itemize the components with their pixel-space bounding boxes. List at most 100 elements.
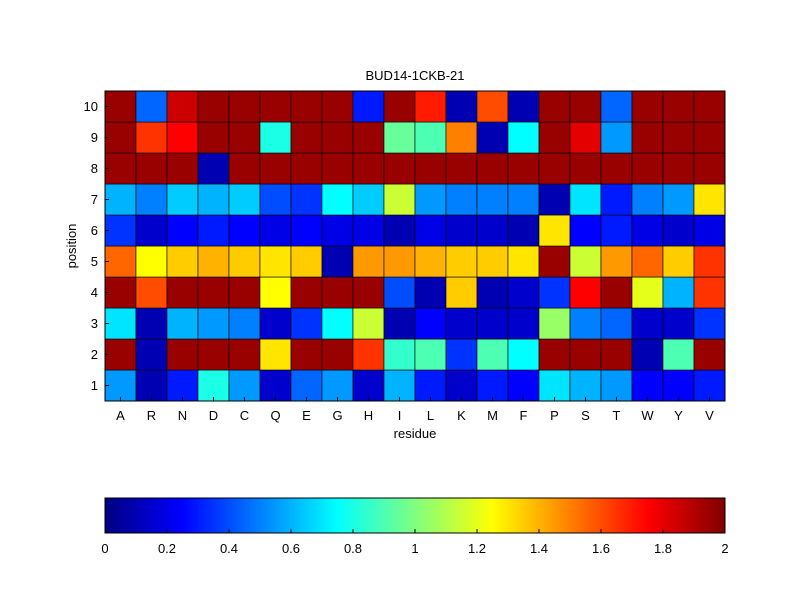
- heatmap-cell: [693, 121, 726, 154]
- heatmap-cell: [538, 90, 571, 123]
- heatmap-cell: [352, 214, 385, 247]
- heatmap-cell: [600, 307, 633, 340]
- heatmap-cell: [383, 152, 416, 185]
- heatmap-cell: [197, 152, 230, 185]
- heatmap-cell: [166, 245, 199, 278]
- heatmap-cell: [321, 183, 354, 216]
- heatmap-cell: [507, 369, 540, 402]
- heatmap-cell: [228, 369, 261, 402]
- heatmap-cell: [538, 307, 571, 340]
- heatmap-cell: [662, 121, 695, 154]
- heatmap-cell: [662, 307, 695, 340]
- y-tick-label: 1: [91, 378, 98, 393]
- heatmap-cell: [104, 369, 137, 402]
- heatmap-cell: [352, 338, 385, 371]
- heatmap-cell: [414, 214, 447, 247]
- x-tick-label: G: [332, 408, 342, 423]
- heatmap-cell: [693, 245, 726, 278]
- heatmap-cell: [383, 121, 416, 154]
- heatmap-cell: [600, 183, 633, 216]
- heatmap-cell: [352, 276, 385, 309]
- plot-frame: [104, 90, 726, 402]
- heatmap-cell: [197, 369, 230, 402]
- heatmap-cell: [445, 369, 478, 402]
- heatmap-cell: [569, 152, 602, 185]
- heatmap-cell: [631, 338, 664, 371]
- heatmap-cell: [445, 214, 478, 247]
- heatmap-cell: [383, 338, 416, 371]
- x-tick-label: R: [147, 408, 156, 423]
- y-tick-label: 2: [91, 347, 98, 362]
- heatmap-cell: [693, 338, 726, 371]
- heatmap-cell: [507, 90, 540, 123]
- heatmap-cell: [507, 276, 540, 309]
- heatmap-cell: [445, 245, 478, 278]
- heatmap-cell: [290, 183, 323, 216]
- heatmap-cell: [166, 121, 199, 154]
- heatmap-cell: [569, 121, 602, 154]
- heatmap-cell: [600, 214, 633, 247]
- heatmap-cell: [600, 90, 633, 123]
- heatmap-cell: [383, 276, 416, 309]
- heatmap-cell: [631, 245, 664, 278]
- heatmap-cell: [507, 183, 540, 216]
- heatmap-cell: [693, 276, 726, 309]
- y-tick-label: 4: [91, 285, 98, 300]
- x-tick-label: W: [641, 408, 654, 423]
- heatmap-cell: [352, 245, 385, 278]
- heatmap-cell: [414, 152, 447, 185]
- x-tick-label: F: [520, 408, 528, 423]
- heatmap-cell: [538, 214, 571, 247]
- heatmap-cell: [259, 121, 292, 154]
- y-tick-label: 5: [91, 254, 98, 269]
- heatmap-cell: [290, 245, 323, 278]
- heatmap-cell: [321, 369, 354, 402]
- heatmap-cell: [135, 245, 168, 278]
- heatmap-cell: [197, 90, 230, 123]
- heatmap-cell: [321, 121, 354, 154]
- heatmap-cell: [569, 338, 602, 371]
- heatmap-cell: [104, 152, 137, 185]
- colorbar-tick-label: 0.6: [282, 541, 300, 556]
- heatmap-cell: [259, 183, 292, 216]
- colorbar-tick-label: 0.4: [220, 541, 238, 556]
- heatmap-cell: [383, 307, 416, 340]
- heatmap-cell: [693, 183, 726, 216]
- heatmap-cell: [538, 245, 571, 278]
- x-tick-label: V: [705, 408, 714, 423]
- heatmap-cell: [693, 214, 726, 247]
- heatmap-cell: [104, 90, 137, 123]
- x-tick-label: Q: [270, 408, 280, 423]
- heatmap-cell: [135, 276, 168, 309]
- heatmap-cell: [290, 338, 323, 371]
- heatmap-cell: [693, 307, 726, 340]
- heatmap-cell: [507, 338, 540, 371]
- heatmap-cell: [259, 307, 292, 340]
- heatmap-cell: [166, 369, 199, 402]
- colorbar-tick-label: 0.2: [158, 541, 176, 556]
- heatmap-cells: [104, 90, 726, 402]
- heatmap-cell: [352, 152, 385, 185]
- colorbar-tick-label: 1.6: [592, 541, 610, 556]
- heatmap-cell: [414, 245, 447, 278]
- heatmap-cell: [259, 214, 292, 247]
- colorbar: [104, 497, 726, 534]
- heatmap-cell: [290, 214, 323, 247]
- heatmap-cell: [476, 276, 509, 309]
- heatmap-cell: [600, 338, 633, 371]
- heatmap-cell: [259, 245, 292, 278]
- heatmap-cell: [259, 90, 292, 123]
- heatmap-cell: [197, 183, 230, 216]
- heatmap-cell: [321, 276, 354, 309]
- x-tick-label: C: [240, 408, 249, 423]
- heatmap-cell: [445, 276, 478, 309]
- heatmap-cell: [259, 338, 292, 371]
- y-tick-label: 8: [91, 161, 98, 176]
- colorbar-tick-label: 0: [101, 541, 108, 556]
- heatmap-cell: [538, 338, 571, 371]
- heatmap-cell: [631, 90, 664, 123]
- heatmap-cell: [104, 338, 137, 371]
- heatmap-cell: [290, 276, 323, 309]
- heatmap-cell: [104, 183, 137, 216]
- heatmap-cell: [228, 90, 261, 123]
